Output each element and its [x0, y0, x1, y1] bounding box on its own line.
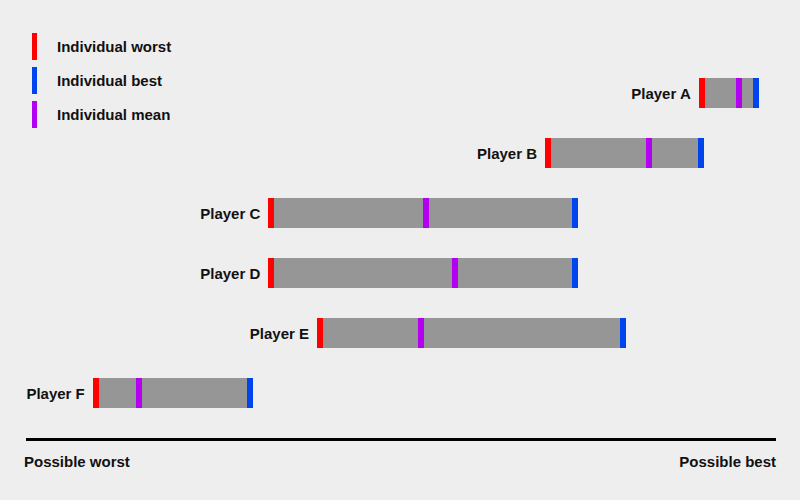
- worst-marker-player-e: [317, 318, 323, 348]
- range-bar-player-b: [545, 138, 704, 168]
- best-marker-player-b: [698, 138, 704, 168]
- row-label-player-d: Player D: [200, 258, 260, 288]
- row-label-player-a: Player A: [631, 78, 690, 108]
- worst-marker-player-d: [268, 258, 274, 288]
- axis-label-possible-worst: Possible worst: [24, 453, 130, 470]
- plot-area: Player A Player B Player C Player D Player E…: [0, 0, 800, 500]
- best-marker-player-a: [753, 78, 759, 108]
- range-bar-player-e: [317, 318, 626, 348]
- axis-label-possible-best: Possible best: [679, 453, 776, 470]
- best-marker-player-e: [620, 318, 626, 348]
- best-marker-player-d: [572, 258, 578, 288]
- worst-marker-player-c: [268, 198, 274, 228]
- worst-marker-player-f: [93, 378, 99, 408]
- range-bar-player-d: [268, 258, 578, 288]
- chart-canvas: Individual worst Individual best Individ…: [0, 0, 800, 500]
- row-label-player-f: Player F: [26, 378, 84, 408]
- x-axis-line: [26, 438, 776, 441]
- mean-marker-player-c: [423, 198, 429, 228]
- range-bar-player-f: [93, 378, 253, 408]
- mean-marker-player-b: [646, 138, 652, 168]
- mean-marker-player-a: [736, 78, 742, 108]
- range-bar-player-c: [268, 198, 578, 228]
- worst-marker-player-b: [545, 138, 551, 168]
- row-label-player-e: Player E: [250, 318, 309, 348]
- mean-marker-player-d: [452, 258, 458, 288]
- best-marker-player-f: [247, 378, 253, 408]
- best-marker-player-c: [572, 198, 578, 228]
- row-label-player-c: Player C: [200, 198, 260, 228]
- row-label-player-b: Player B: [477, 138, 537, 168]
- mean-marker-player-f: [136, 378, 142, 408]
- worst-marker-player-a: [699, 78, 705, 108]
- range-bar-player-a: [699, 78, 759, 108]
- mean-marker-player-e: [418, 318, 424, 348]
